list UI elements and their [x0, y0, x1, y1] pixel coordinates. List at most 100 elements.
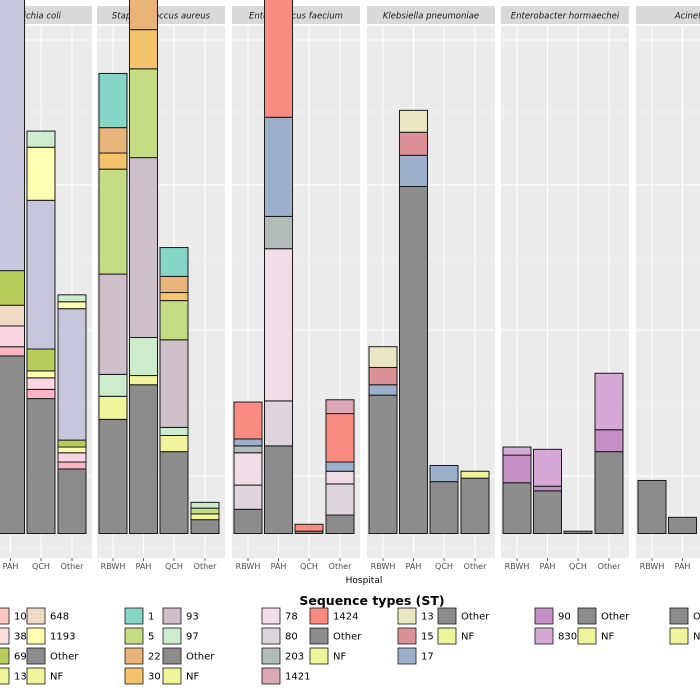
legend-key-nf — [26, 667, 46, 685]
bar-segment-staphylococcus-aureus-other-st-other — [190, 519, 220, 535]
x-tick-label-qch: QCH — [569, 562, 587, 571]
x-tick-label-pah: PAH — [406, 562, 422, 571]
x-tick-label-pah: PAH — [3, 562, 19, 571]
bar-segment-staphylococcus-aureus-qch-st-30 — [159, 292, 189, 302]
bar-segment-enterobacter-hormaechei-rbwh-st-830 — [502, 446, 532, 456]
legend-label-1421: 1421 — [285, 672, 310, 683]
bar-segment-staphylococcus-aureus-pah-st-22 — [129, 0, 158, 31]
bar-segment-enterococcus-faecium-pah-st-80 — [264, 400, 293, 447]
facet-label-enterococcus-faecium: Enterococcus faecium — [249, 12, 343, 22]
legend-label-17: 17 — [421, 652, 434, 663]
bar-segment-escherichia-coli-pah-st-69 — [0, 270, 25, 306]
bar-segment-staphylococcus-aureus-other-st-97 — [190, 501, 220, 509]
legend-label-13: 13 — [421, 612, 434, 623]
legend-key-648 — [26, 607, 46, 625]
bar-segment-escherichia-coli-other-st-97 — [57, 294, 87, 303]
bar-segment-escherichia-coli-other-st-69 — [57, 439, 87, 448]
legend-label-nf: NF — [601, 632, 614, 643]
bar-segment-escherichia-coli-qch-st-97 — [26, 130, 56, 148]
bar-segment-escherichia-coli-other-st-131 — [57, 452, 87, 463]
legend-layer: 1038691316481193OtherNF1522309397OtherNF… — [0, 607, 700, 685]
facet-strip-klebsiella-pneumoniae — [367, 6, 495, 24]
legend-label-90: 90 — [558, 612, 571, 623]
bar-segment-enterococcus-faecium-pah-st-1424 — [264, 0, 293, 118]
x-tick-label-qch: QCH — [32, 562, 50, 571]
bar-segment-enterococcus-faecium-rbwh-st-other — [233, 508, 263, 534]
legend-label-other: Other — [50, 652, 79, 663]
bar-segment-staphylococcus-aureus-qch-st-5 — [159, 300, 189, 341]
legend-label-other: Other — [333, 632, 362, 643]
legend-label-nf: NF — [186, 672, 199, 683]
bar-segment-escherichia-coli-qch-st-73 — [26, 199, 56, 350]
legend-key-93 — [162, 607, 182, 625]
bar-segment-enterococcus-faecium-other-st-other — [325, 514, 355, 535]
legend-title: Sequence types (ST) — [299, 593, 444, 608]
bar-segment-enterococcus-faecium-other-st-17 — [325, 461, 355, 472]
facet-strip-acinetobact — [636, 6, 700, 24]
facet-label-klebsiella-pneumoniae: Klebsiella pneumoniae — [383, 12, 479, 22]
x-tick-label-rbwh: RBWH — [640, 562, 665, 571]
x-tick-label-other: Other — [598, 562, 621, 571]
bar-segment-enterococcus-faecium-pah-st-203 — [264, 215, 293, 250]
legend-key-131 — [0, 667, 10, 685]
legend-key-nf — [309, 647, 329, 665]
legend-label-other: Other — [186, 652, 215, 663]
bar-segment-enterococcus-faecium-pah-st-other — [264, 445, 293, 535]
bar-segment-escherichia-coli-qch-st-131 — [26, 388, 56, 400]
bar-segment-acinetobact-rbwh-st-other — [637, 479, 667, 535]
bar-segment-enterobacter-hormaechei-rbwh-st-other — [502, 482, 532, 535]
bar-segment-escherichia-coli-other-st-1193 — [57, 446, 87, 454]
legend-key-nf — [577, 627, 597, 645]
bar-segment-klebsiella-pneumoniae-qch-st-17 — [429, 464, 459, 483]
bar-segment-enterococcus-faecium-rbwh-st-17 — [233, 438, 263, 447]
bar-segment-enterobacter-hormaechei-pah-st-other — [533, 490, 562, 534]
bar-segment-enterococcus-faecium-other-st-80 — [325, 483, 355, 516]
bar-segment-klebsiella-pneumoniae-pah-st-other — [399, 185, 428, 535]
bar-segment-staphylococcus-aureus-qch-st-22 — [159, 275, 189, 294]
x-tick-label-other: Other — [194, 562, 217, 571]
legend-label-69: 69 — [14, 652, 27, 663]
legend-label-97: 97 — [186, 632, 199, 643]
legend-label-30: 30 — [148, 672, 161, 683]
bar-segment-escherichia-coli-pah-st-131 — [0, 325, 25, 348]
bar-segment-escherichia-coli-other-st-131 — [57, 461, 87, 470]
legend-key-90 — [534, 607, 554, 625]
bar-segment-escherichia-coli-qch-st-1193 — [26, 370, 56, 379]
bar-segment-staphylococcus-aureus-qch-st-97 — [159, 426, 189, 436]
bar-segment-klebsiella-pneumoniae-rbwh-st-17 — [368, 384, 398, 396]
legend-label-other: Other — [601, 612, 630, 623]
bar-segment-enterococcus-faecium-rbwh-st-1424 — [233, 401, 263, 440]
x-tick-label-pah: PAH — [136, 562, 152, 571]
x-tick-label-pah: PAH — [675, 562, 691, 571]
bar-segment-klebsiella-pneumoniae-pah-st-13 — [399, 109, 428, 133]
legend-key-38 — [0, 627, 10, 645]
bar-segment-escherichia-coli-other-st-other — [57, 468, 87, 535]
bar-segment-enterococcus-faecium-other-st-1421 — [325, 399, 355, 415]
legend-label-nf: NF — [461, 632, 474, 643]
legend-label-1193: 1193 — [50, 632, 75, 643]
legend-key-203 — [261, 647, 281, 665]
x-tick-label-pah: PAH — [271, 562, 287, 571]
bar-segment-staphylococcus-aureus-rbwh-st-5 — [98, 168, 128, 275]
bar-segment-enterobacter-hormaechei-qch-st-other — [563, 530, 593, 534]
legend-label-78: 78 — [285, 612, 298, 623]
legend-key-80 — [261, 627, 281, 645]
facet-label-escherichia-coli: Escherichia coli — [0, 12, 62, 22]
legend-key-other — [162, 647, 182, 665]
legend-label-n: N — [693, 632, 700, 643]
legend-key-97 — [162, 627, 182, 645]
legend-label-15: 15 — [421, 632, 434, 643]
bar-segment-enterococcus-faecium-pah-st-17 — [264, 116, 293, 217]
bar-segment-enterococcus-faecium-qch-st-1424 — [294, 523, 324, 532]
bar-segment-escherichia-coli-qch-st-other — [26, 398, 56, 534]
bar-segment-escherichia-coli-pah-st-73 — [0, 0, 25, 272]
legend-key-22 — [124, 647, 144, 665]
x-tick-label-other: Other — [329, 562, 352, 571]
bar-segment-klebsiella-pneumoniae-pah-st-15 — [399, 131, 428, 156]
legend-key-other — [577, 607, 597, 625]
bar-segment-klebsiella-pneumoniae-pah-st-17 — [399, 154, 428, 187]
bar-segment-enterobacter-hormaechei-pah-st-90 — [533, 485, 562, 492]
bar-segment-enterococcus-faecium-other-st-78 — [325, 470, 355, 485]
bar-segment-staphylococcus-aureus-rbwh-st-93 — [98, 273, 128, 375]
bar-segment-escherichia-coli-pah-st-648 — [0, 304, 25, 327]
